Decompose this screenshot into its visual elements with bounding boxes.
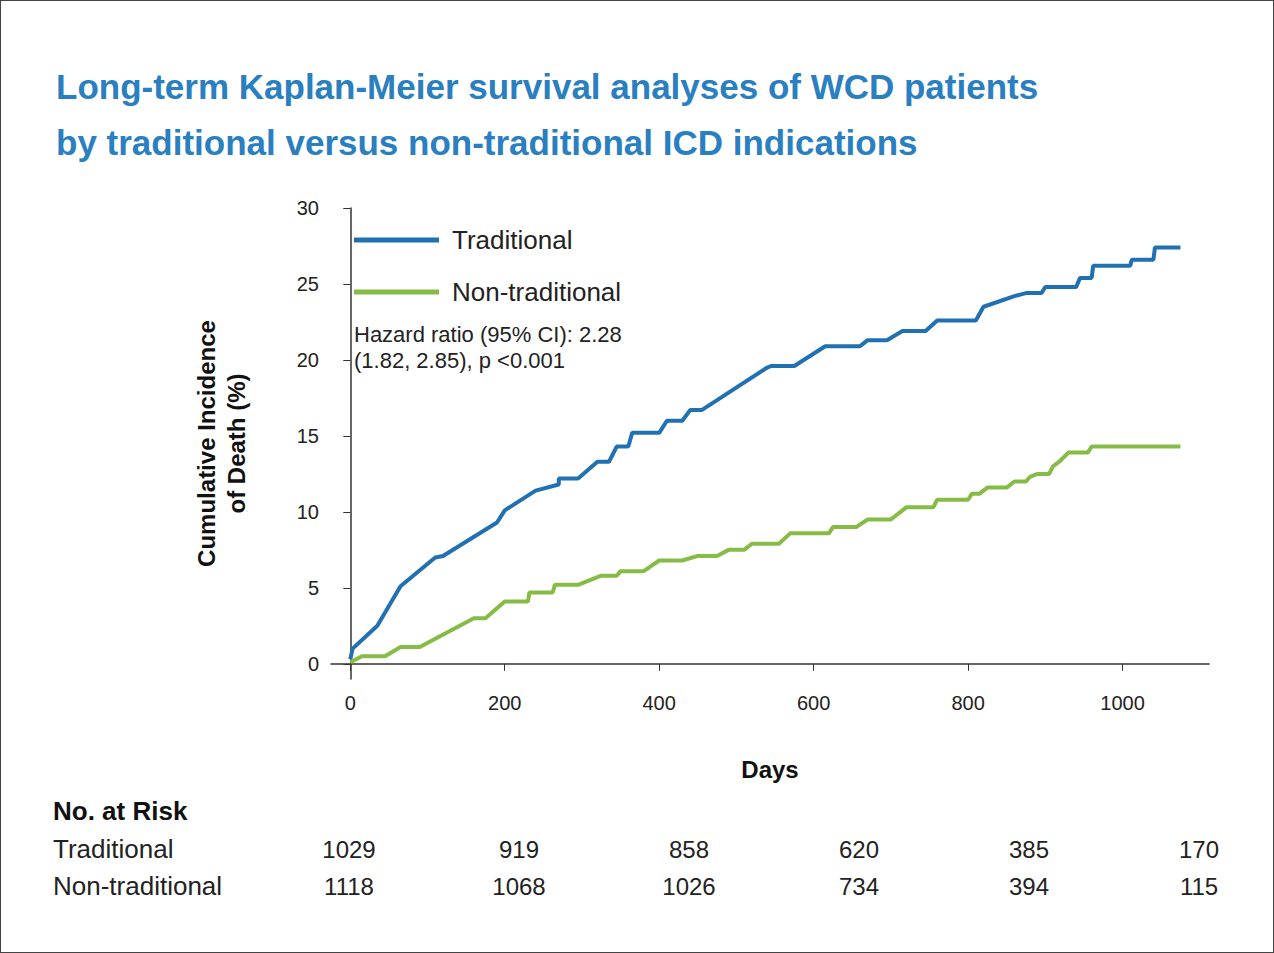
svg-text:600: 600: [797, 692, 830, 714]
svg-text:800: 800: [951, 692, 984, 714]
svg-text:30: 30: [297, 197, 319, 219]
svg-text:Long-term Kaplan-Meier surviva: Long-term Kaplan-Meier survival analyses…: [56, 67, 1038, 106]
svg-text:0: 0: [308, 653, 319, 675]
svg-text:(1.82, 2.85), p <0.001: (1.82, 2.85), p <0.001: [354, 348, 565, 373]
svg-text:10: 10: [297, 501, 319, 523]
svg-text:1029: 1029: [322, 836, 375, 863]
svg-text:5: 5: [308, 577, 319, 599]
svg-text:15: 15: [297, 425, 319, 447]
svg-text:115: 115: [1180, 873, 1218, 900]
svg-text:Hazard ratio (95% CI): 2.28: Hazard ratio (95% CI): 2.28: [354, 322, 622, 347]
svg-text:0: 0: [345, 692, 356, 714]
svg-text:Traditional: Traditional: [53, 834, 173, 864]
svg-text:620: 620: [839, 836, 879, 863]
svg-text:385: 385: [1009, 836, 1049, 863]
svg-text:25: 25: [297, 273, 319, 295]
svg-text:858: 858: [669, 836, 709, 863]
svg-text:Non-traditional: Non-traditional: [452, 277, 621, 307]
svg-text:20: 20: [297, 349, 319, 371]
svg-text:No. at Risk: No. at Risk: [53, 796, 188, 826]
svg-text:Non-traditional: Non-traditional: [53, 871, 222, 901]
svg-text:of Death (%): of Death (%): [223, 374, 250, 514]
svg-text:200: 200: [488, 692, 521, 714]
svg-text:919: 919: [499, 836, 539, 863]
svg-text:170: 170: [1179, 836, 1219, 863]
svg-text:1118: 1118: [324, 873, 374, 900]
svg-text:1026: 1026: [662, 873, 715, 900]
svg-text:Cumulative Incidence: Cumulative Incidence: [193, 320, 220, 567]
svg-text:1000: 1000: [1100, 692, 1145, 714]
svg-text:394: 394: [1009, 873, 1049, 900]
svg-text:Traditional: Traditional: [452, 225, 572, 255]
svg-text:1068: 1068: [492, 873, 545, 900]
svg-text:by traditional versus non-trad: by traditional versus non-traditional IC…: [56, 123, 917, 162]
svg-text:Days: Days: [741, 756, 798, 783]
svg-text:400: 400: [643, 692, 676, 714]
svg-text:734: 734: [839, 873, 879, 900]
